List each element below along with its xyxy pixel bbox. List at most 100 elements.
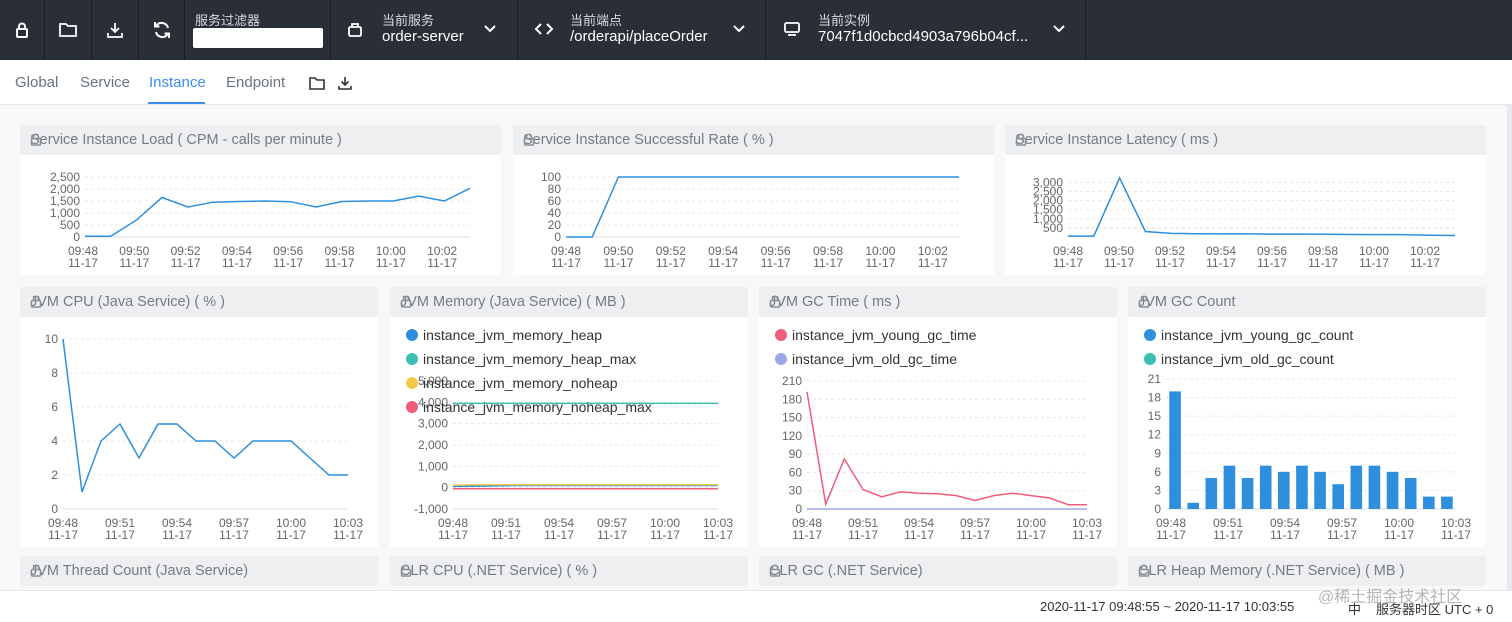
lock-icon[interactable] [769,295,1105,312]
y-tick-label: 500 [1043,221,1063,235]
lock-icon[interactable] [400,295,736,312]
x-tick-label: 09:51 [105,516,135,530]
x-tick-label: 09:48 [48,516,78,530]
x-tick-label: 09:56 [273,244,303,258]
x-tick-sublabel: 11-17 [960,528,990,542]
x-tick-label: 09:48 [438,516,468,530]
download-icon[interactable] [337,75,353,96]
y-tick-label: 12 [1148,428,1162,442]
y-tick-label: 9 [1154,446,1161,460]
panel-title-bar: CLR Heap Memory (.NET Service) ( MB ) [1128,556,1486,586]
y-tick-label: 500 [60,218,80,232]
lock-icon[interactable] [30,133,489,150]
gc-count-bar [1205,478,1218,509]
x-tick-label: 09:54 [162,516,192,530]
dashboard-tabs: Global Service Instance Endpoint [0,60,1512,105]
tab-service[interactable]: Service [80,74,131,91]
x-tick-label: 10:00 [1359,244,1389,258]
x-tick-label: 10:02 [1410,244,1440,258]
service-filter-input[interactable] [193,28,323,48]
gc-count-bar [1296,465,1308,509]
x-tick-sublabel: 11-17 [603,256,633,270]
lock-icon[interactable] [10,18,34,42]
scrollbar[interactable] [1507,105,1512,590]
jvm-memory-chart: -1,00001,0002,0003,0004,0005,00009:4811-… [406,327,733,542]
x-tick-label: 09:48 [68,244,98,258]
lock-icon[interactable] [30,564,366,581]
x-tick-label: 10:00 [1016,516,1046,530]
panel-service-instance-latency: Service Instance Latency ( ms ) 500 1,000… [1005,125,1486,275]
x-tick-sublabel: 11-17 [918,256,948,270]
panel-title-bar: JVM GC Count [1128,287,1486,317]
legend-marker [1144,353,1156,365]
download-icon[interactable] [103,18,127,42]
x-tick-sublabel: 11-17 [105,528,135,542]
x-tick-sublabel: 11-17 [1410,256,1440,270]
lock-icon[interactable] [523,133,982,150]
x-tick-label: 09:50 [1104,244,1134,258]
panel-title: CLR Heap Memory (.NET Service) ( MB ) [1138,563,1405,579]
gc-count-bar [1386,471,1399,509]
gc-count-bar [1278,471,1290,509]
tab-endpoint[interactable]: Endpoint [226,74,286,91]
y-tick-label: -1,000 [414,502,448,516]
legend-marker [406,377,418,389]
x-tick-sublabel: 11-17 [1155,256,1185,270]
series-line-cpu [62,338,348,493]
y-tick-label: 80 [548,182,562,196]
x-tick-label: 09:48 [551,244,581,258]
lock-icon[interactable] [30,295,366,312]
x-tick-label: 10:02 [918,244,948,258]
y-tick-label: 30 [789,484,803,498]
gc-count-bar [1441,496,1453,509]
x-tick-sublabel: 11-17 [1308,256,1338,270]
endpoint-selector[interactable]: 当前端点 /orderapi/placeOrder [517,0,765,60]
folder-icon[interactable] [56,18,80,42]
y-tick-label: 0 [441,481,448,495]
instance-selector[interactable]: 当前实例 7047f1d0cbcd4903a796b04cf... [765,0,1085,60]
x-tick-sublabel: 11-17 [813,256,843,270]
x-tick-label: 09:58 [1308,244,1338,258]
legend-marker [406,329,418,341]
service-selector[interactable]: 当前服务 order-server [330,0,517,60]
refresh-icon[interactable] [150,18,174,42]
x-tick-label: 09:56 [761,244,791,258]
language-toggle[interactable]: 中 [1348,602,1362,617]
y-tick-label: 2,500 [50,170,80,184]
x-tick-sublabel: 11-17 [1104,256,1134,270]
success-rate-chart: 02040608010009:4811-1709:5011-1709:5211-… [541,170,959,270]
x-tick-sublabel: 11-17 [491,528,521,542]
x-tick-sublabel: 11-17 [1213,528,1243,542]
service-filter-label: 服务过滤器 [195,13,261,28]
lock-icon[interactable] [400,564,736,581]
lock-icon[interactable] [1138,564,1474,581]
x-tick-label: 09:54 [222,244,252,258]
x-tick-sublabel: 11-17 [68,256,98,270]
active-tab-indicator [148,102,205,104]
lock-icon[interactable] [1015,133,1474,150]
footer-bar: 2020-11-17 09:48:55 ~ 2020-11-17 10:03:5… [0,590,1512,622]
tab-instance[interactable]: Instance [149,74,206,91]
panel-jvm-gc-time: JVM GC Time ( ms ) 0 30 60 90 120 150 180 210 09… [759,287,1117,547]
gc-count-bar [1187,502,1199,509]
x-tick-sublabel: 11-17 [219,528,249,542]
x-tick-sublabel: 11-17 [162,528,192,542]
lock-icon[interactable] [769,564,1105,581]
y-tick-label: 2,500 [1033,185,1063,199]
y-tick-label: 15 [1148,409,1162,423]
x-tick-label: 09:52 [1155,244,1185,258]
time-range[interactable]: 2020-11-17 09:48:55 ~ 2020-11-17 10:03:5… [1040,599,1295,614]
y-tick-label: 40 [548,206,562,220]
panel-title: Service Instance Load ( CPM - calls per … [30,132,342,148]
lock-icon[interactable] [1138,295,1474,312]
service-selector-value: order-server [382,28,464,45]
folder-icon[interactable] [309,76,325,95]
chevron-down-icon [732,22,746,41]
panel-title-bar: Service Instance Load ( CPM - calls per … [20,125,501,155]
y-tick-label: 3,000 [418,417,448,431]
tab-global[interactable]: Global [15,74,59,91]
legend-label: instance_jvm_old_gc_time [792,351,957,367]
panel-title-bar: Service Instance Successful Rate ( % ) [513,125,994,155]
y-tick-label: 2,000 [1033,194,1063,208]
y-tick-label: 90 [789,447,803,461]
